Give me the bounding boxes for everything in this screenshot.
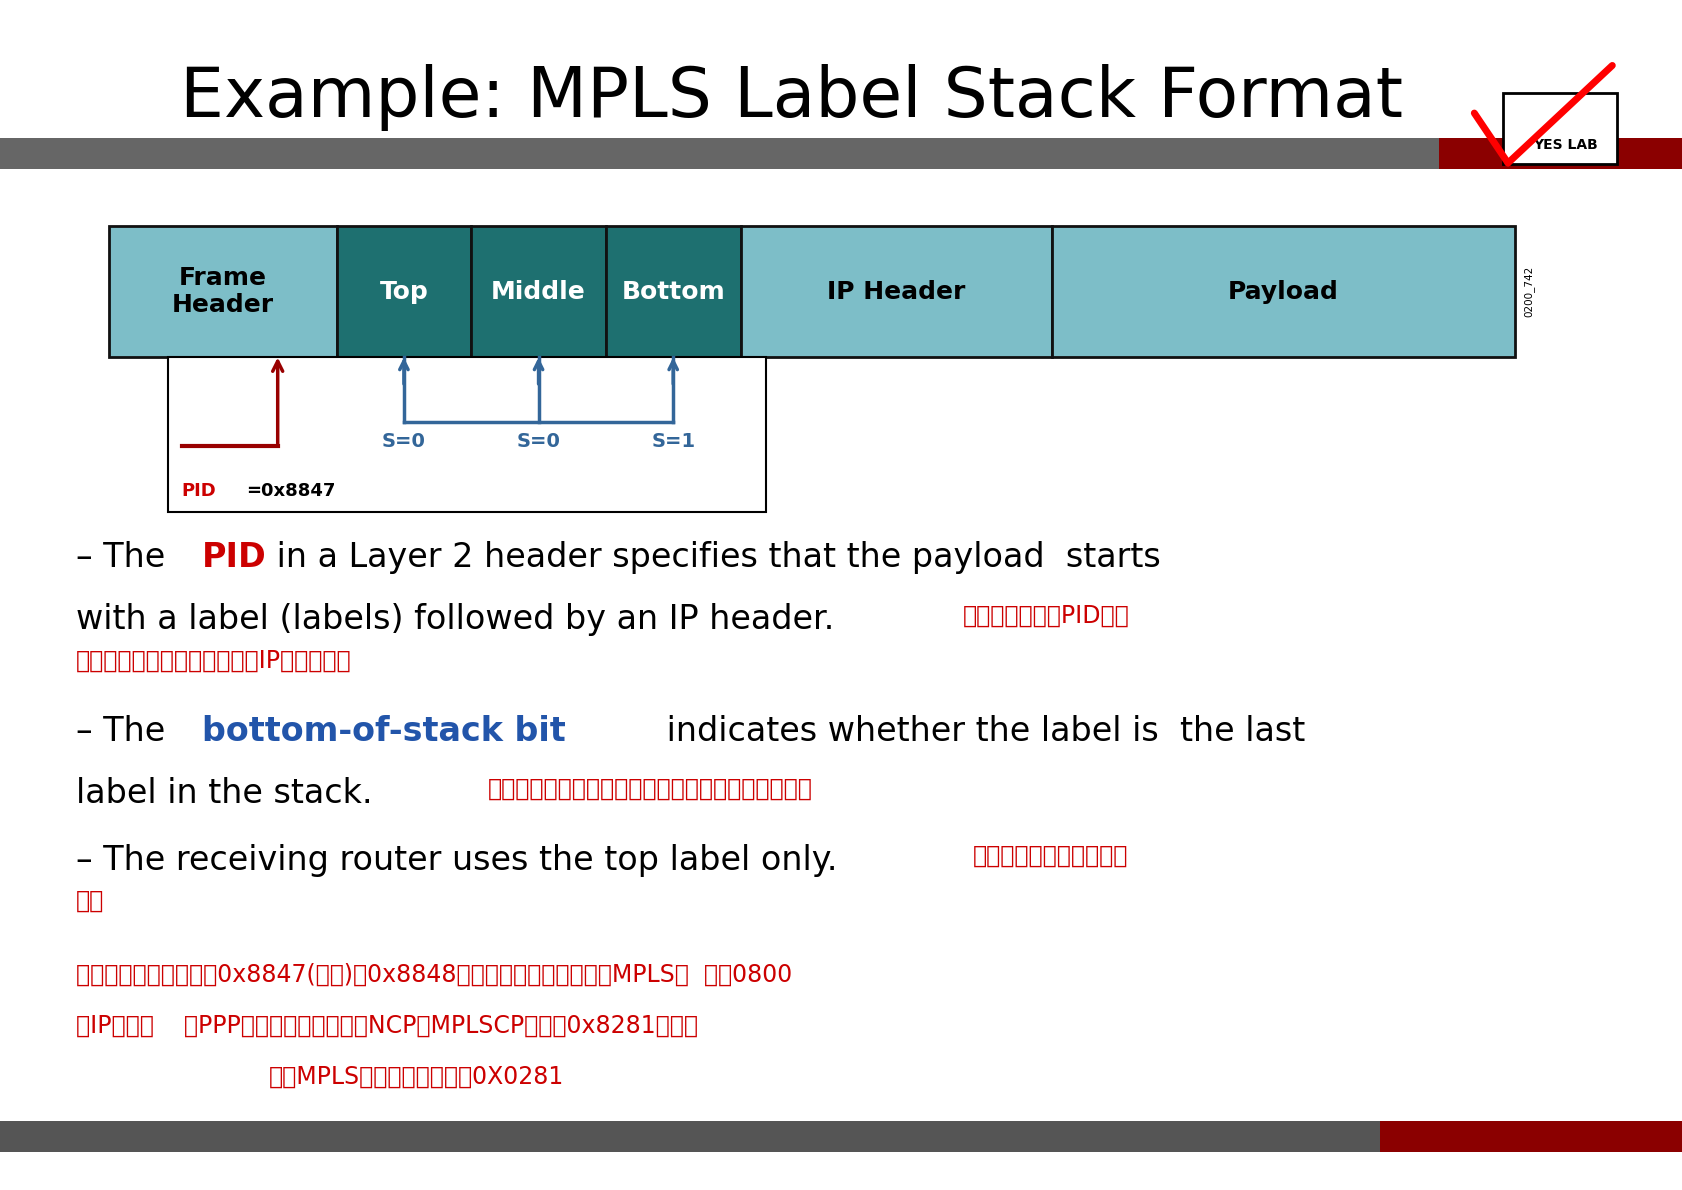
Text: 接收路由器仅使用顶部标: 接收路由器仅使用顶部标 bbox=[972, 844, 1127, 868]
Bar bbox=[336, 226, 471, 357]
Text: 签。: 签。 bbox=[76, 889, 104, 913]
Text: Top: Top bbox=[380, 280, 427, 303]
Bar bbox=[0, 1121, 1379, 1152]
Text: 0200_742: 0200_742 bbox=[1522, 265, 1532, 318]
Text: indicates whether the label is  the last: indicates whether the label is the last bbox=[656, 715, 1305, 749]
Text: with a label (labels) followed by an IP header.: with a label (labels) followed by an IP … bbox=[76, 603, 834, 637]
Text: bottom-of-stack bit: bottom-of-stack bit bbox=[202, 715, 565, 749]
Text: Example: MPLS Label Stack Format: Example: MPLS Label Stack Format bbox=[180, 64, 1401, 131]
Bar bbox=[1502, 93, 1616, 164]
Text: 是IP报文）    在PPP中：增加了一种新的NCP：MPLSCP，使用0x8281来标识: 是IP报文） 在PPP中：增加了一种新的NCP：MPLSCP，使用0x8281来… bbox=[76, 1014, 698, 1038]
Text: YES LAB: YES LAB bbox=[1532, 138, 1598, 152]
Text: 堆栈底部位表示标签是否是堆栈中的最后一个标签。: 堆栈底部位表示标签是否是堆栈中的最后一个标签。 bbox=[488, 777, 812, 801]
Bar bbox=[109, 226, 336, 357]
Text: IP Header: IP Header bbox=[826, 280, 965, 303]
Bar bbox=[1051, 226, 1514, 357]
Text: – The receiving router uses the top label only.: – The receiving router uses the top labe… bbox=[76, 844, 836, 877]
Text: 第二层标头中的PID指定: 第二层标头中的PID指定 bbox=[962, 603, 1129, 627]
Text: Middle: Middle bbox=[491, 280, 585, 303]
Text: 有效载荷以标签（标签）后跟IP标头开始。: 有效载荷以标签（标签）后跟IP标头开始。 bbox=[76, 649, 352, 672]
Text: PID: PID bbox=[182, 482, 217, 500]
Text: 在以太网中：使用值是0x8847(单播)和0x8848（组播）来表示承载的是MPLS报  文（0800: 在以太网中：使用值是0x8847(单播)和0x8848（组播）来表示承载的是MP… bbox=[76, 963, 792, 987]
Text: S=0: S=0 bbox=[516, 432, 560, 451]
Bar bbox=[1379, 1121, 1682, 1152]
Bar bbox=[606, 226, 740, 357]
Text: Payload: Payload bbox=[1228, 280, 1337, 303]
Text: =0x8847: =0x8847 bbox=[246, 482, 335, 500]
Bar bbox=[0, 138, 1438, 169]
Text: PID: PID bbox=[202, 541, 266, 575]
Text: S=0: S=0 bbox=[382, 432, 426, 451]
Text: S=1: S=1 bbox=[651, 432, 695, 451]
Bar bbox=[471, 226, 606, 357]
Text: 承载MPLS报文，协议号使用0X0281: 承载MPLS报文，协议号使用0X0281 bbox=[269, 1065, 563, 1089]
Text: Frame
Header: Frame Header bbox=[172, 265, 274, 318]
Bar bbox=[168, 357, 765, 512]
Text: – The: – The bbox=[76, 715, 175, 749]
Bar bbox=[1438, 138, 1682, 169]
Text: label in the stack.: label in the stack. bbox=[76, 777, 372, 810]
Text: in a Layer 2 header specifies that the payload  starts: in a Layer 2 header specifies that the p… bbox=[266, 541, 1161, 575]
Bar bbox=[740, 226, 1051, 357]
Text: – The: – The bbox=[76, 541, 175, 575]
Text: Bottom: Bottom bbox=[621, 280, 725, 303]
